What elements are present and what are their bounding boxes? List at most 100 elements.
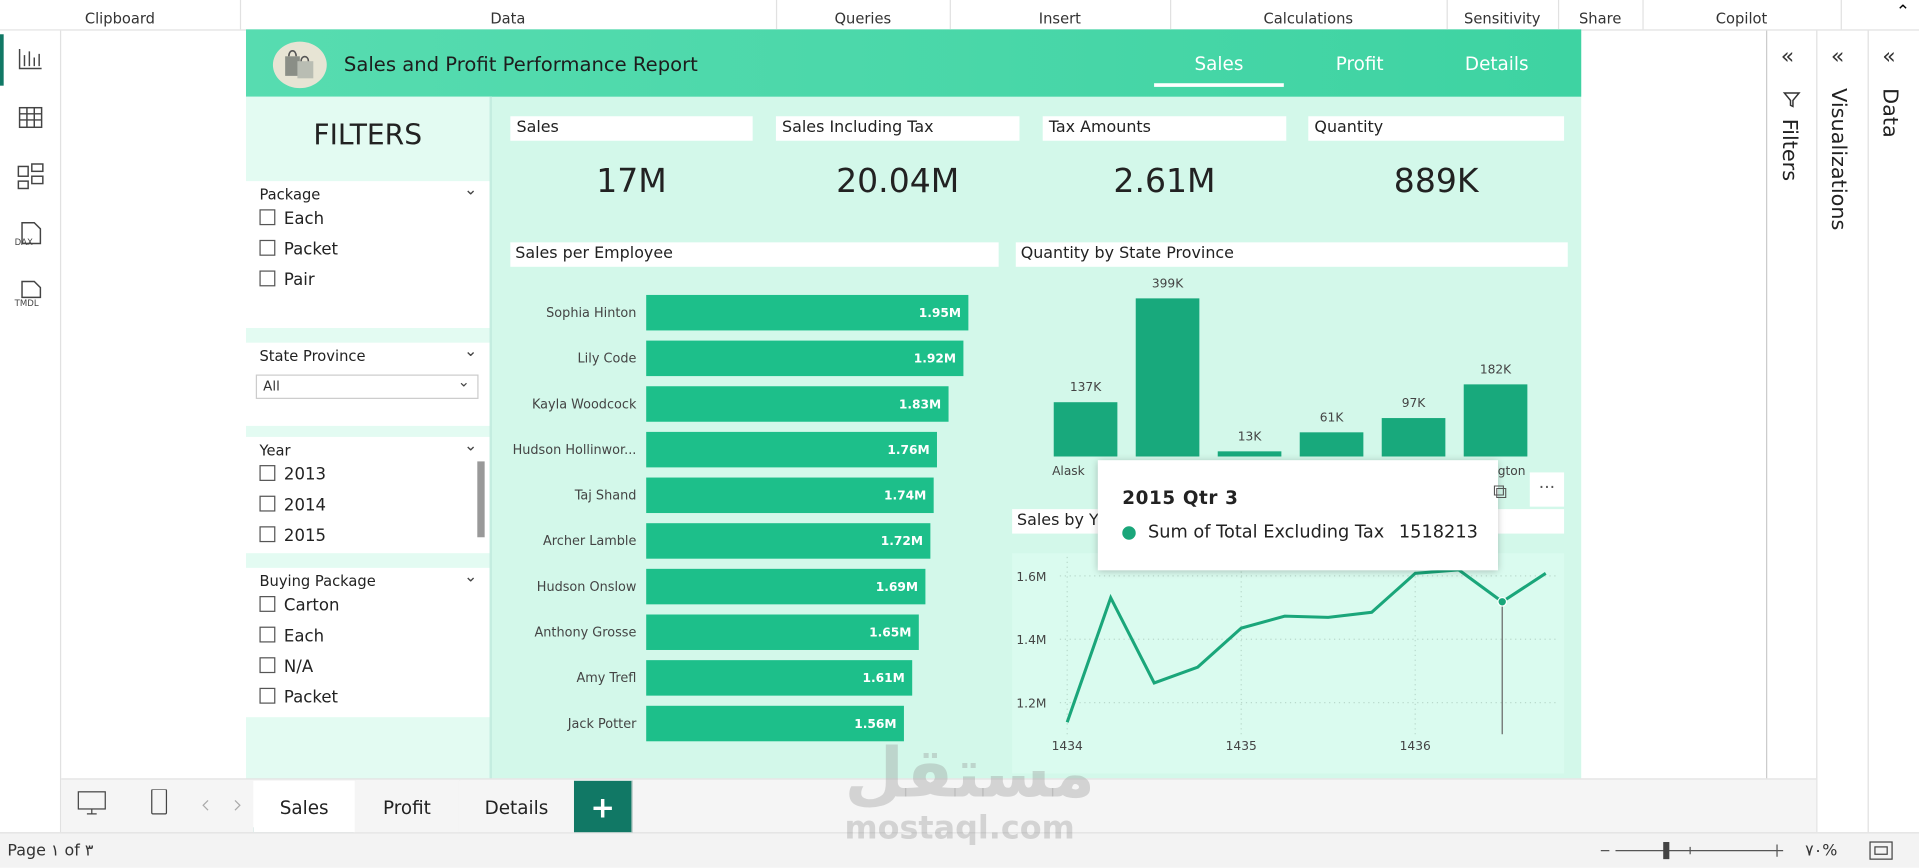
bar	[646, 386, 949, 422]
filter-option[interactable]: 2013	[259, 465, 326, 485]
collapse-chevron[interactable]: ⌄	[463, 181, 478, 200]
ribbon-tab[interactable]: Copilot	[1642, 0, 1842, 30]
kpi-value: 20.04M	[836, 162, 960, 201]
zoom-slider[interactable]	[1596, 837, 1792, 864]
hover-point	[1497, 596, 1508, 607]
pane-label[interactable]: Data	[1877, 88, 1902, 138]
checkbox[interactable]	[259, 687, 276, 704]
focus-mode[interactable]: ⧉	[1493, 479, 1508, 504]
checkbox[interactable]	[259, 657, 276, 674]
filter-option[interactable]: Each	[259, 626, 324, 646]
ribbon-tab[interactable]: Share	[1558, 0, 1644, 30]
checkbox[interactable]	[259, 239, 276, 256]
report-view-icon[interactable]	[18, 48, 42, 70]
kpi-label: Sales Including Tax	[775, 116, 1020, 141]
nav-button[interactable]: Details	[1464, 52, 1529, 75]
page-tab[interactable]: Sales	[253, 780, 357, 833]
pane-label[interactable]: Visualizations	[1825, 88, 1851, 231]
ribbon-tab[interactable]: Insert	[950, 0, 1172, 30]
desktop-view[interactable]	[77, 791, 106, 810]
report-header	[245, 29, 1582, 97]
checkbox[interactable]	[259, 209, 276, 226]
expand-filters[interactable]: «	[1780, 44, 1795, 70]
visual-title: Sales per Employee	[510, 242, 999, 267]
ribbon-tab[interactable]: Clipboard	[0, 0, 242, 30]
collapse-chevron[interactable]: ⌄	[463, 567, 478, 587]
checkbox[interactable]	[259, 596, 276, 612]
kpi-value: 889K	[1393, 162, 1479, 201]
data-label: 1.92M	[914, 352, 956, 366]
bar	[646, 523, 931, 559]
collapse-chevron[interactable]: ⌄	[463, 342, 478, 362]
checkbox[interactable]	[259, 495, 276, 512]
y-tick-label: 1.6M	[1016, 570, 1046, 584]
bar	[646, 614, 919, 650]
fit-to-page[interactable]	[1868, 840, 1895, 862]
checkbox[interactable]	[259, 270, 276, 287]
nav-button[interactable]: Sales	[1194, 52, 1244, 75]
ribbon-tab[interactable]: Queries	[776, 0, 951, 30]
filter-name: Package	[259, 186, 321, 204]
pane-label[interactable]: Filters	[1777, 118, 1802, 182]
category-label: Anthony Grosse	[535, 626, 637, 641]
option-label: Pair	[283, 270, 315, 291]
mobile-view[interactable]	[151, 789, 168, 815]
x-tick-label: 1435	[1226, 739, 1257, 753]
dropdown[interactable]: All ⌄	[255, 373, 479, 399]
watermark-latin: mostaql.com	[844, 810, 1075, 847]
option-label: 2014	[283, 495, 326, 516]
category-label: ngton	[1490, 464, 1526, 478]
data-label: 137K	[1070, 380, 1102, 394]
page-tab[interactable]: Profit	[354, 780, 461, 833]
option-label: 2015	[283, 526, 326, 546]
add-page[interactable]: +	[573, 780, 633, 833]
filter-option[interactable]: N/A	[259, 657, 313, 677]
collapse-ribbon[interactable]: ⌃	[1895, 2, 1911, 23]
more-options[interactable]: ···	[1529, 472, 1565, 507]
model-view-icon[interactable]	[17, 165, 29, 177]
visual-title: Quantity by State Province	[1015, 242, 1568, 267]
filter-option[interactable]: Each	[259, 209, 324, 229]
expand-data[interactable]: «	[1882, 44, 1896, 70]
data-label: 1.95M	[919, 306, 961, 320]
filter-icon	[1782, 92, 1801, 108]
filter-option[interactable]: Pair	[259, 270, 315, 291]
scrollbar[interactable]	[477, 461, 485, 538]
bar	[646, 705, 904, 742]
category-label: Hudson Onslow	[537, 580, 637, 595]
filter-name: State Province	[259, 347, 366, 365]
data-label: 97K	[1402, 396, 1427, 410]
y-tick-label: 1.2M	[1016, 697, 1046, 711]
ribbon-tab[interactable]: Data	[240, 0, 778, 30]
zoom-level: ۷۰%	[1805, 842, 1838, 861]
ribbon-tab[interactable]: Sensitivity	[1447, 0, 1560, 30]
collapse-chevron[interactable]: ⌄	[463, 436, 478, 456]
active-indicator	[0, 34, 4, 86]
filter-option[interactable]: Packet	[259, 239, 338, 259]
checkbox[interactable]	[259, 465, 276, 481]
filter-option[interactable]: 2014	[259, 495, 326, 516]
ribbon-tab[interactable]: Calculations	[1170, 0, 1448, 30]
expand-visualizations[interactable]: «	[1830, 44, 1845, 70]
data-label: 1.61M	[863, 671, 905, 685]
filter-option[interactable]: 2015	[259, 526, 326, 546]
filters-title: FILTERS	[313, 119, 423, 152]
page-tab[interactable]: Details	[458, 780, 576, 833]
checkbox[interactable]	[259, 626, 276, 643]
checkbox[interactable]	[259, 526, 276, 543]
column	[1381, 418, 1446, 457]
filter-option[interactable]: Carton	[259, 596, 339, 616]
nav-button[interactable]: Profit	[1335, 52, 1384, 75]
dropdown-value: All	[263, 378, 280, 395]
dax-icon-label[interactable]: DAX	[14, 237, 33, 248]
x-tick-label: 1436	[1400, 739, 1431, 753]
bar	[646, 477, 934, 514]
data-label: 182K	[1480, 362, 1512, 376]
data-label: 13K	[1238, 429, 1263, 443]
option-label: N/A	[283, 657, 314, 677]
table-view-icon[interactable]	[18, 106, 43, 129]
filter-option[interactable]: Packet	[259, 687, 338, 707]
tmdl-icon-label[interactable]: TMDL	[14, 298, 39, 309]
status-bar	[0, 832, 1919, 868]
